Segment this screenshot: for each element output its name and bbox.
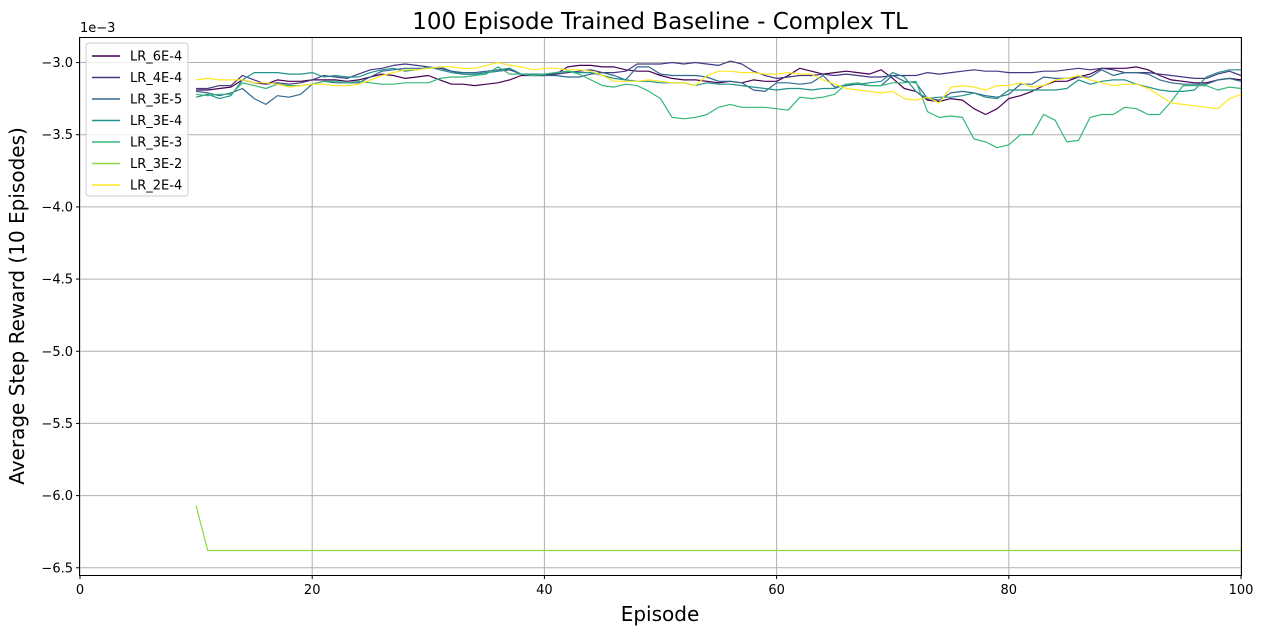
x-tick-label: 60 bbox=[768, 583, 785, 598]
series-line-lr-3e-5 bbox=[196, 66, 1242, 106]
legend: LR_6E-4 LR_4E-4 LR_3E-5 LR_3E-4 LR_3E-3 LR_3E… bbox=[85, 42, 189, 197]
x-tick-label: 40 bbox=[536, 583, 553, 598]
x-axis-ticks: 0 20 40 60 80 100 bbox=[76, 575, 1254, 598]
x-axis-label: Episode bbox=[621, 602, 700, 626]
legend-box bbox=[85, 42, 189, 197]
legend-label-lr-3e-4: LR_3E-4 bbox=[130, 114, 182, 129]
legend-label-lr-6e-4: LR_6E-4 bbox=[130, 50, 182, 65]
plot-frame bbox=[79, 37, 1242, 576]
legend-label-lr-2e-4: LR_2E-4 bbox=[130, 179, 182, 194]
y-tick-label: −5.0 bbox=[41, 345, 73, 360]
grid-lines bbox=[79, 38, 1242, 575]
y-tick-label: −6.0 bbox=[41, 489, 73, 504]
y-axis-label: Average Step Reward (10 Episodes) bbox=[5, 127, 29, 485]
y-axis-ticks: −3.0 −3.5 −4.0 −4.5 −5.0 −5.5 −6.0 −6.5 bbox=[41, 56, 80, 576]
series-line-lr-2e-4 bbox=[196, 61, 1242, 110]
series-line-lr-4e-4 bbox=[196, 60, 1242, 90]
series-line-lr-3e-4 bbox=[195, 66, 1241, 100]
legend-label-lr-3e-2: LR_3E-2 bbox=[130, 157, 182, 172]
y-tick-label: −4.5 bbox=[41, 273, 73, 288]
legend-label-lr-4e-4: LR_4E-4 bbox=[130, 71, 182, 86]
series-lines bbox=[195, 60, 1242, 552]
series-line-lr-3e-3 bbox=[196, 66, 1242, 149]
y-tick-label: −3.0 bbox=[41, 56, 73, 71]
series-line-lr-3e-2 bbox=[195, 505, 1241, 552]
x-tick-label: 100 bbox=[1229, 583, 1254, 598]
x-tick-label: 20 bbox=[304, 583, 321, 598]
y-tick-label: −6.5 bbox=[41, 561, 73, 576]
y-tick-label: −5.5 bbox=[41, 417, 73, 432]
legend-label-lr-3e-3: LR_3E-3 bbox=[130, 136, 182, 151]
y-scale-offset-label: 1e−3 bbox=[80, 21, 115, 36]
chart-title: 100 Episode Trained Baseline - Complex T… bbox=[412, 9, 908, 35]
y-tick-label: −4.0 bbox=[41, 200, 73, 215]
x-tick-label: 80 bbox=[1001, 583, 1018, 598]
y-tick-label: −3.5 bbox=[41, 128, 73, 143]
legend-label-lr-3e-5: LR_3E-5 bbox=[130, 93, 182, 108]
x-tick-label: 0 bbox=[76, 583, 84, 598]
